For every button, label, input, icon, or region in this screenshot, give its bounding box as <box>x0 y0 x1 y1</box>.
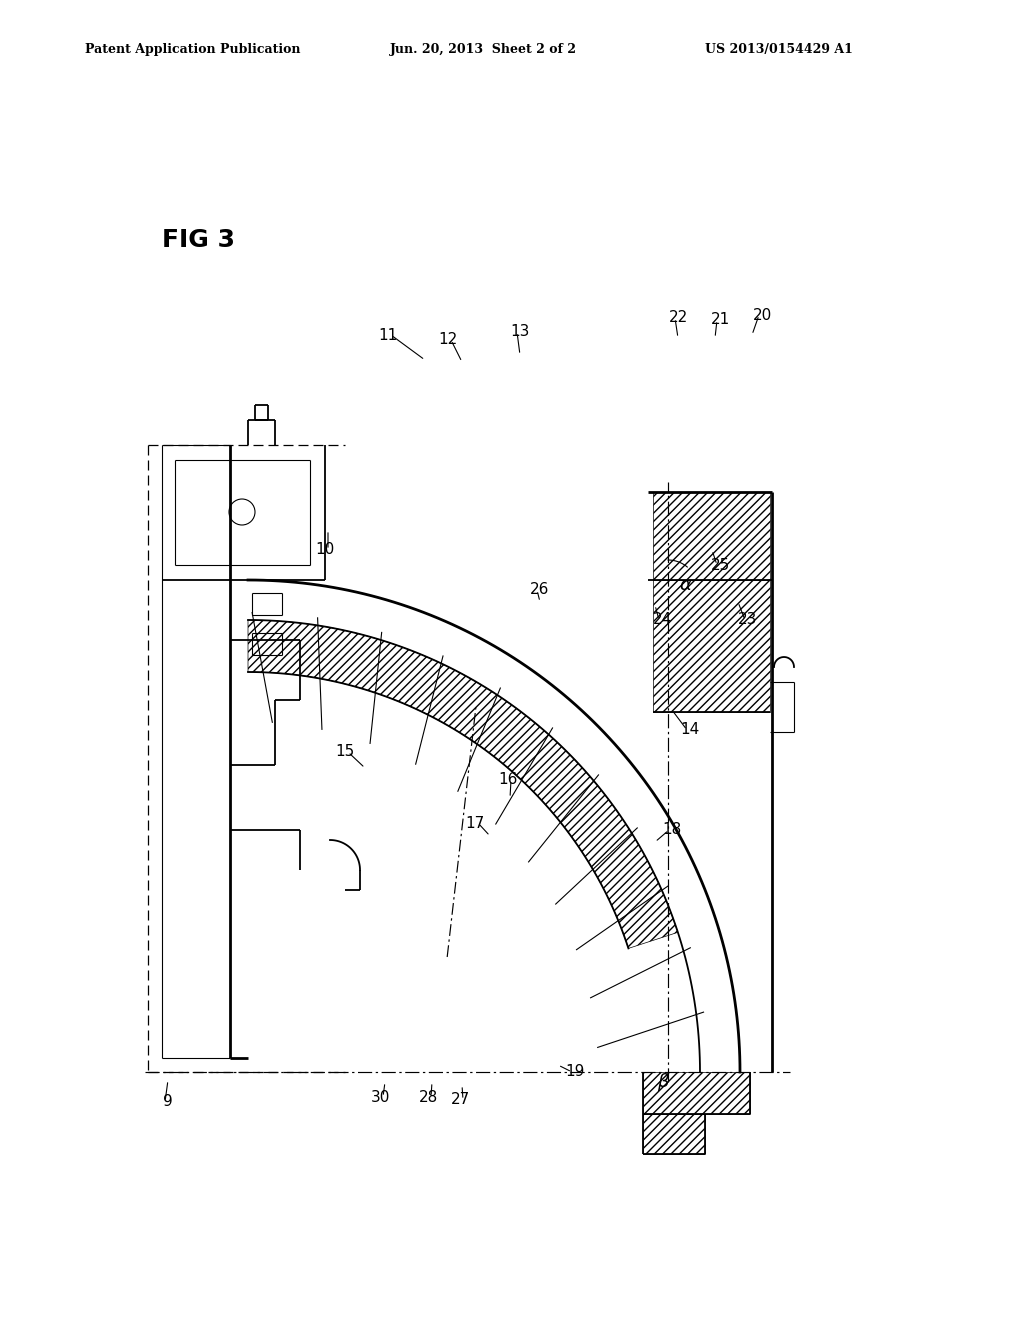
Text: 30: 30 <box>371 1089 390 1105</box>
Text: 12: 12 <box>438 333 458 347</box>
Text: Jun. 20, 2013  Sheet 2 of 2: Jun. 20, 2013 Sheet 2 of 2 <box>390 44 577 57</box>
Text: 14: 14 <box>680 722 699 738</box>
Text: 17: 17 <box>465 816 484 830</box>
Text: 13: 13 <box>510 325 529 339</box>
Text: US 2013/0154429 A1: US 2013/0154429 A1 <box>705 44 853 57</box>
Text: 22: 22 <box>669 310 688 326</box>
Text: 16: 16 <box>499 772 518 788</box>
Text: 21: 21 <box>711 313 730 327</box>
Text: 27: 27 <box>451 1093 470 1107</box>
Text: 25: 25 <box>711 557 730 573</box>
Text: 11: 11 <box>379 327 397 342</box>
Text: 10: 10 <box>315 543 335 557</box>
Text: 18: 18 <box>663 822 682 837</box>
Text: 19: 19 <box>565 1064 585 1080</box>
Text: 23: 23 <box>738 612 758 627</box>
Text: 9: 9 <box>163 1094 173 1110</box>
Text: 26: 26 <box>530 582 550 598</box>
Text: Patent Application Publication: Patent Application Publication <box>85 44 300 57</box>
Text: $\beta$: $\beta$ <box>656 1071 670 1093</box>
Text: 28: 28 <box>419 1089 437 1105</box>
Text: $\alpha$: $\alpha$ <box>679 576 693 594</box>
Text: 24: 24 <box>652 612 672 627</box>
Text: FIG 3: FIG 3 <box>162 228 234 252</box>
Text: 20: 20 <box>753 308 772 322</box>
Text: 15: 15 <box>336 744 354 759</box>
